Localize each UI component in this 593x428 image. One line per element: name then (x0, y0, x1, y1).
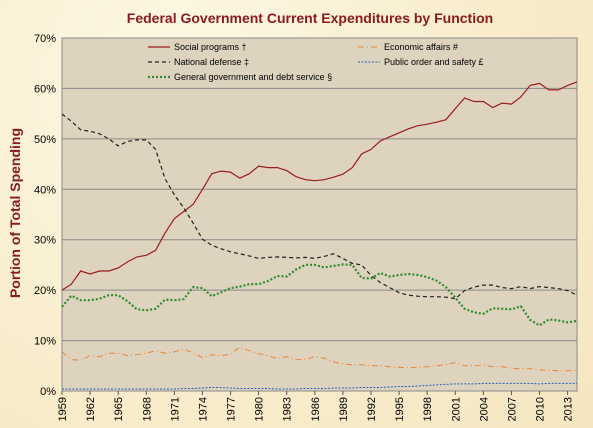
x-tick-label: 1974 (197, 397, 209, 421)
x-tick-label: 1977 (226, 397, 238, 421)
y-axis-label: Portion of Total Spending (7, 128, 23, 298)
x-axis-ticks: 1959 1962 1965 1968 1971 1974 1977 1980 1983 1986… (57, 391, 575, 421)
y-tick-label: 0% (40, 386, 56, 398)
x-tick-label: 2013 (563, 397, 575, 421)
x-tick-label: 2004 (478, 397, 490, 421)
chart-title: Federal Government Current Expenditures … (127, 10, 493, 26)
x-tick-label: 1983 (282, 397, 294, 421)
x-tick-label: 1968 (141, 397, 153, 421)
y-tick-label: 70% (34, 33, 56, 45)
plot-area (61, 37, 578, 392)
x-tick-label: 1971 (169, 397, 181, 421)
legend-label: Economic affairs # (384, 42, 458, 52)
x-tick-label: 1992 (366, 397, 378, 421)
x-tick-label: 2001 (450, 397, 462, 421)
x-tick-label: 1980 (254, 397, 266, 421)
y-tick-label: 60% (34, 83, 56, 95)
series-line-0 (61, 81, 578, 291)
x-tick-label: 1962 (85, 397, 97, 421)
legend-label: Public order and safety £ (384, 57, 484, 67)
x-tick-label: 1965 (113, 397, 125, 421)
y-tick-label: 10% (34, 336, 56, 348)
legend-label: General government and debt service § (174, 72, 332, 82)
x-tick-label: 1998 (422, 397, 434, 421)
y-tick-label: 50% (34, 134, 56, 146)
legend-label: Social programs † (174, 42, 247, 52)
series-line-1 (61, 346, 578, 372)
series-line-3 (62, 382, 577, 390)
y-tick-label: 30% (34, 235, 56, 247)
series-lines (61, 81, 578, 390)
y-axis-ticks: 0% 10% 20% 30% 40% 50% 60% 70% (34, 33, 56, 398)
legend-label: National defense ‡ (174, 57, 249, 67)
series-line-4 (61, 263, 578, 327)
y-tick-label: 20% (34, 285, 56, 297)
x-tick-label: 2007 (506, 397, 518, 421)
x-tick-label: 1989 (338, 397, 350, 421)
x-tick-label: 2010 (535, 397, 547, 421)
series-line-2 (61, 113, 578, 300)
grid-lines (62, 87, 577, 342)
y-tick-label: 40% (34, 184, 56, 196)
x-tick-label: 1959 (57, 397, 69, 421)
x-tick-label: 1986 (310, 397, 322, 421)
x-tick-label: 1995 (394, 397, 406, 421)
legend: Social programs † Economic affairs # Natio… (148, 42, 484, 82)
